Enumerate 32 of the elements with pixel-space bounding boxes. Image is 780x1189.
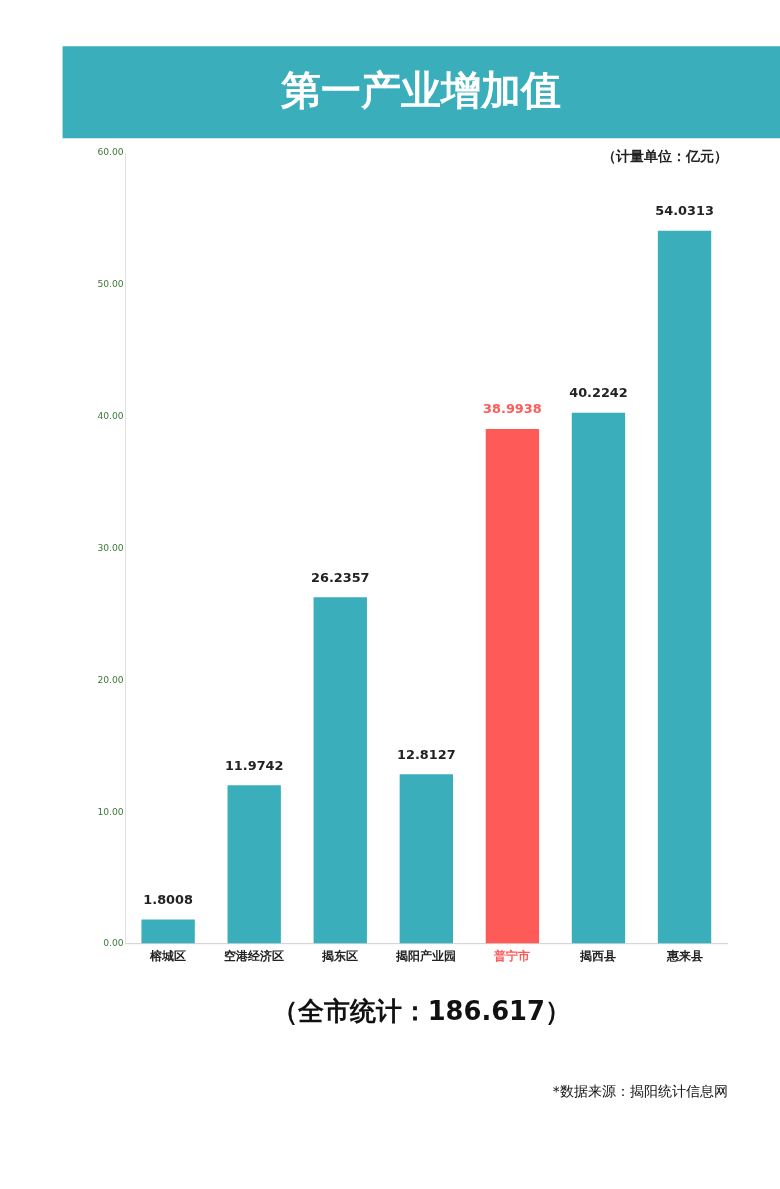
- x-tick-label: 揭东区: [321, 949, 359, 964]
- x-tick-label: 空港经济区: [224, 949, 285, 964]
- text: *数据来源：揭阳统计信息网: [552, 1082, 728, 1099]
- bar: [657, 230, 712, 944]
- bar: [571, 412, 626, 944]
- x-tick-label: 榕城区: [149, 949, 187, 964]
- bar: [399, 774, 454, 944]
- data-label: 38.9938: [483, 401, 542, 417]
- text: （全市统计：186.617）: [271, 996, 571, 1027]
- x-tick-label: 揭西县: [579, 949, 617, 964]
- bar: [313, 597, 367, 944]
- chart-title: 第一产业增加值: [280, 66, 562, 115]
- bar: [141, 919, 195, 944]
- x-tick-label: 惠来县: [665, 949, 703, 964]
- y-tick-label: 20.00: [97, 673, 124, 685]
- y-tick-label: 50.00: [97, 278, 124, 290]
- data-label: 40.2242: [569, 385, 628, 401]
- data-label: 12.8127: [397, 746, 456, 762]
- data-label: 26.2357: [310, 569, 370, 585]
- bar: [227, 785, 281, 944]
- y-tick-label: 30.00: [97, 541, 124, 553]
- annotation: （计量单位：亿元）: [601, 148, 728, 165]
- x-tick-label: 普宁市: [493, 949, 531, 964]
- y-tick-label: 60.00: [97, 146, 124, 158]
- data-label: 1.8008: [143, 891, 193, 907]
- y-tick-label: 10.00: [97, 805, 124, 817]
- y-tick-label: 40.00: [97, 410, 124, 422]
- bar: [485, 429, 540, 944]
- y-tick-label: 0.00: [103, 937, 124, 949]
- data-label: 11.9742: [224, 757, 284, 773]
- x-tick-label: 揭阳产业园: [395, 949, 457, 964]
- data-label: 54.0313: [655, 203, 714, 219]
